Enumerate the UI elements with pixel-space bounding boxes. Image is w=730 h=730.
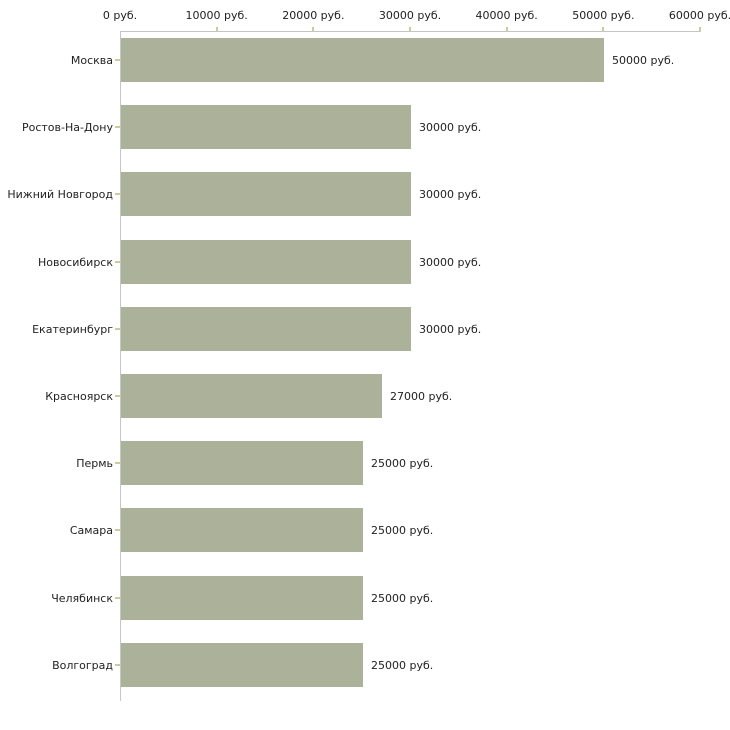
x-axis-tick-label: 0 руб.	[102, 9, 138, 22]
x-axis-tick-mark	[505, 27, 508, 31]
category-label: Нижний Новгород	[7, 187, 113, 201]
category-label: Волгоград	[52, 658, 113, 672]
bar	[121, 38, 604, 82]
category-label: Пермь	[76, 456, 113, 470]
bar	[121, 307, 411, 351]
category-label: Екатеринбург	[32, 322, 113, 336]
category-tick-mark	[115, 261, 120, 263]
category-tick-mark	[115, 126, 120, 128]
bar	[121, 172, 411, 216]
bar	[121, 105, 411, 149]
x-axis-tick-label: 30000 руб.	[378, 9, 442, 22]
bar	[121, 441, 363, 485]
x-axis-line	[120, 31, 701, 32]
bar-value-label: 30000 руб.	[419, 120, 482, 134]
bar-value-label: 27000 руб.	[390, 389, 453, 403]
bar-value-label: 50000 руб.	[612, 53, 675, 67]
category-label: Москва	[70, 53, 113, 67]
category-tick-mark	[115, 328, 120, 330]
x-axis-tick-mark	[602, 27, 605, 31]
x-axis-tick-mark	[409, 27, 411, 31]
bar-value-label: 25000 руб.	[371, 456, 434, 470]
x-axis-tick-label: 60000 руб.	[668, 9, 730, 22]
x-axis-tick-mark	[699, 27, 701, 31]
category-label: Самара	[69, 523, 113, 537]
category-tick-mark	[115, 529, 120, 531]
x-axis-tick-mark	[312, 27, 315, 31]
bar-value-label: 30000 руб.	[419, 322, 482, 336]
category-tick-mark	[115, 193, 120, 195]
x-axis-tick-label: 40000 руб.	[475, 9, 538, 22]
bar	[121, 374, 382, 418]
category-tick-mark	[115, 59, 120, 61]
category-label: Новосибирск	[37, 255, 113, 269]
bar-value-label: 25000 руб.	[371, 658, 434, 672]
bar-value-label: 25000 руб.	[371, 523, 434, 537]
category-tick-mark	[115, 395, 120, 397]
x-axis-tick-mark	[215, 27, 218, 31]
bar	[121, 240, 411, 284]
category-label: Красноярск	[45, 389, 113, 403]
bar-value-label: 30000 руб.	[419, 255, 482, 269]
bar-value-label: 30000 руб.	[419, 187, 482, 201]
x-axis-tick-label: 10000 руб.	[185, 9, 248, 22]
category-label: Челябинск	[51, 591, 113, 605]
y-axis-line	[120, 31, 121, 701]
bar	[121, 643, 363, 687]
category-tick-mark	[115, 664, 120, 666]
x-axis-tick-label: 20000 руб.	[282, 9, 345, 22]
bar-value-label: 25000 руб.	[371, 591, 434, 605]
category-label: Ростов-На-Дону	[21, 120, 113, 134]
category-tick-mark	[115, 462, 120, 464]
bar	[121, 508, 363, 552]
bar	[121, 576, 363, 620]
x-axis-tick-label: 50000 руб.	[572, 9, 635, 22]
category-tick-mark	[115, 597, 120, 599]
